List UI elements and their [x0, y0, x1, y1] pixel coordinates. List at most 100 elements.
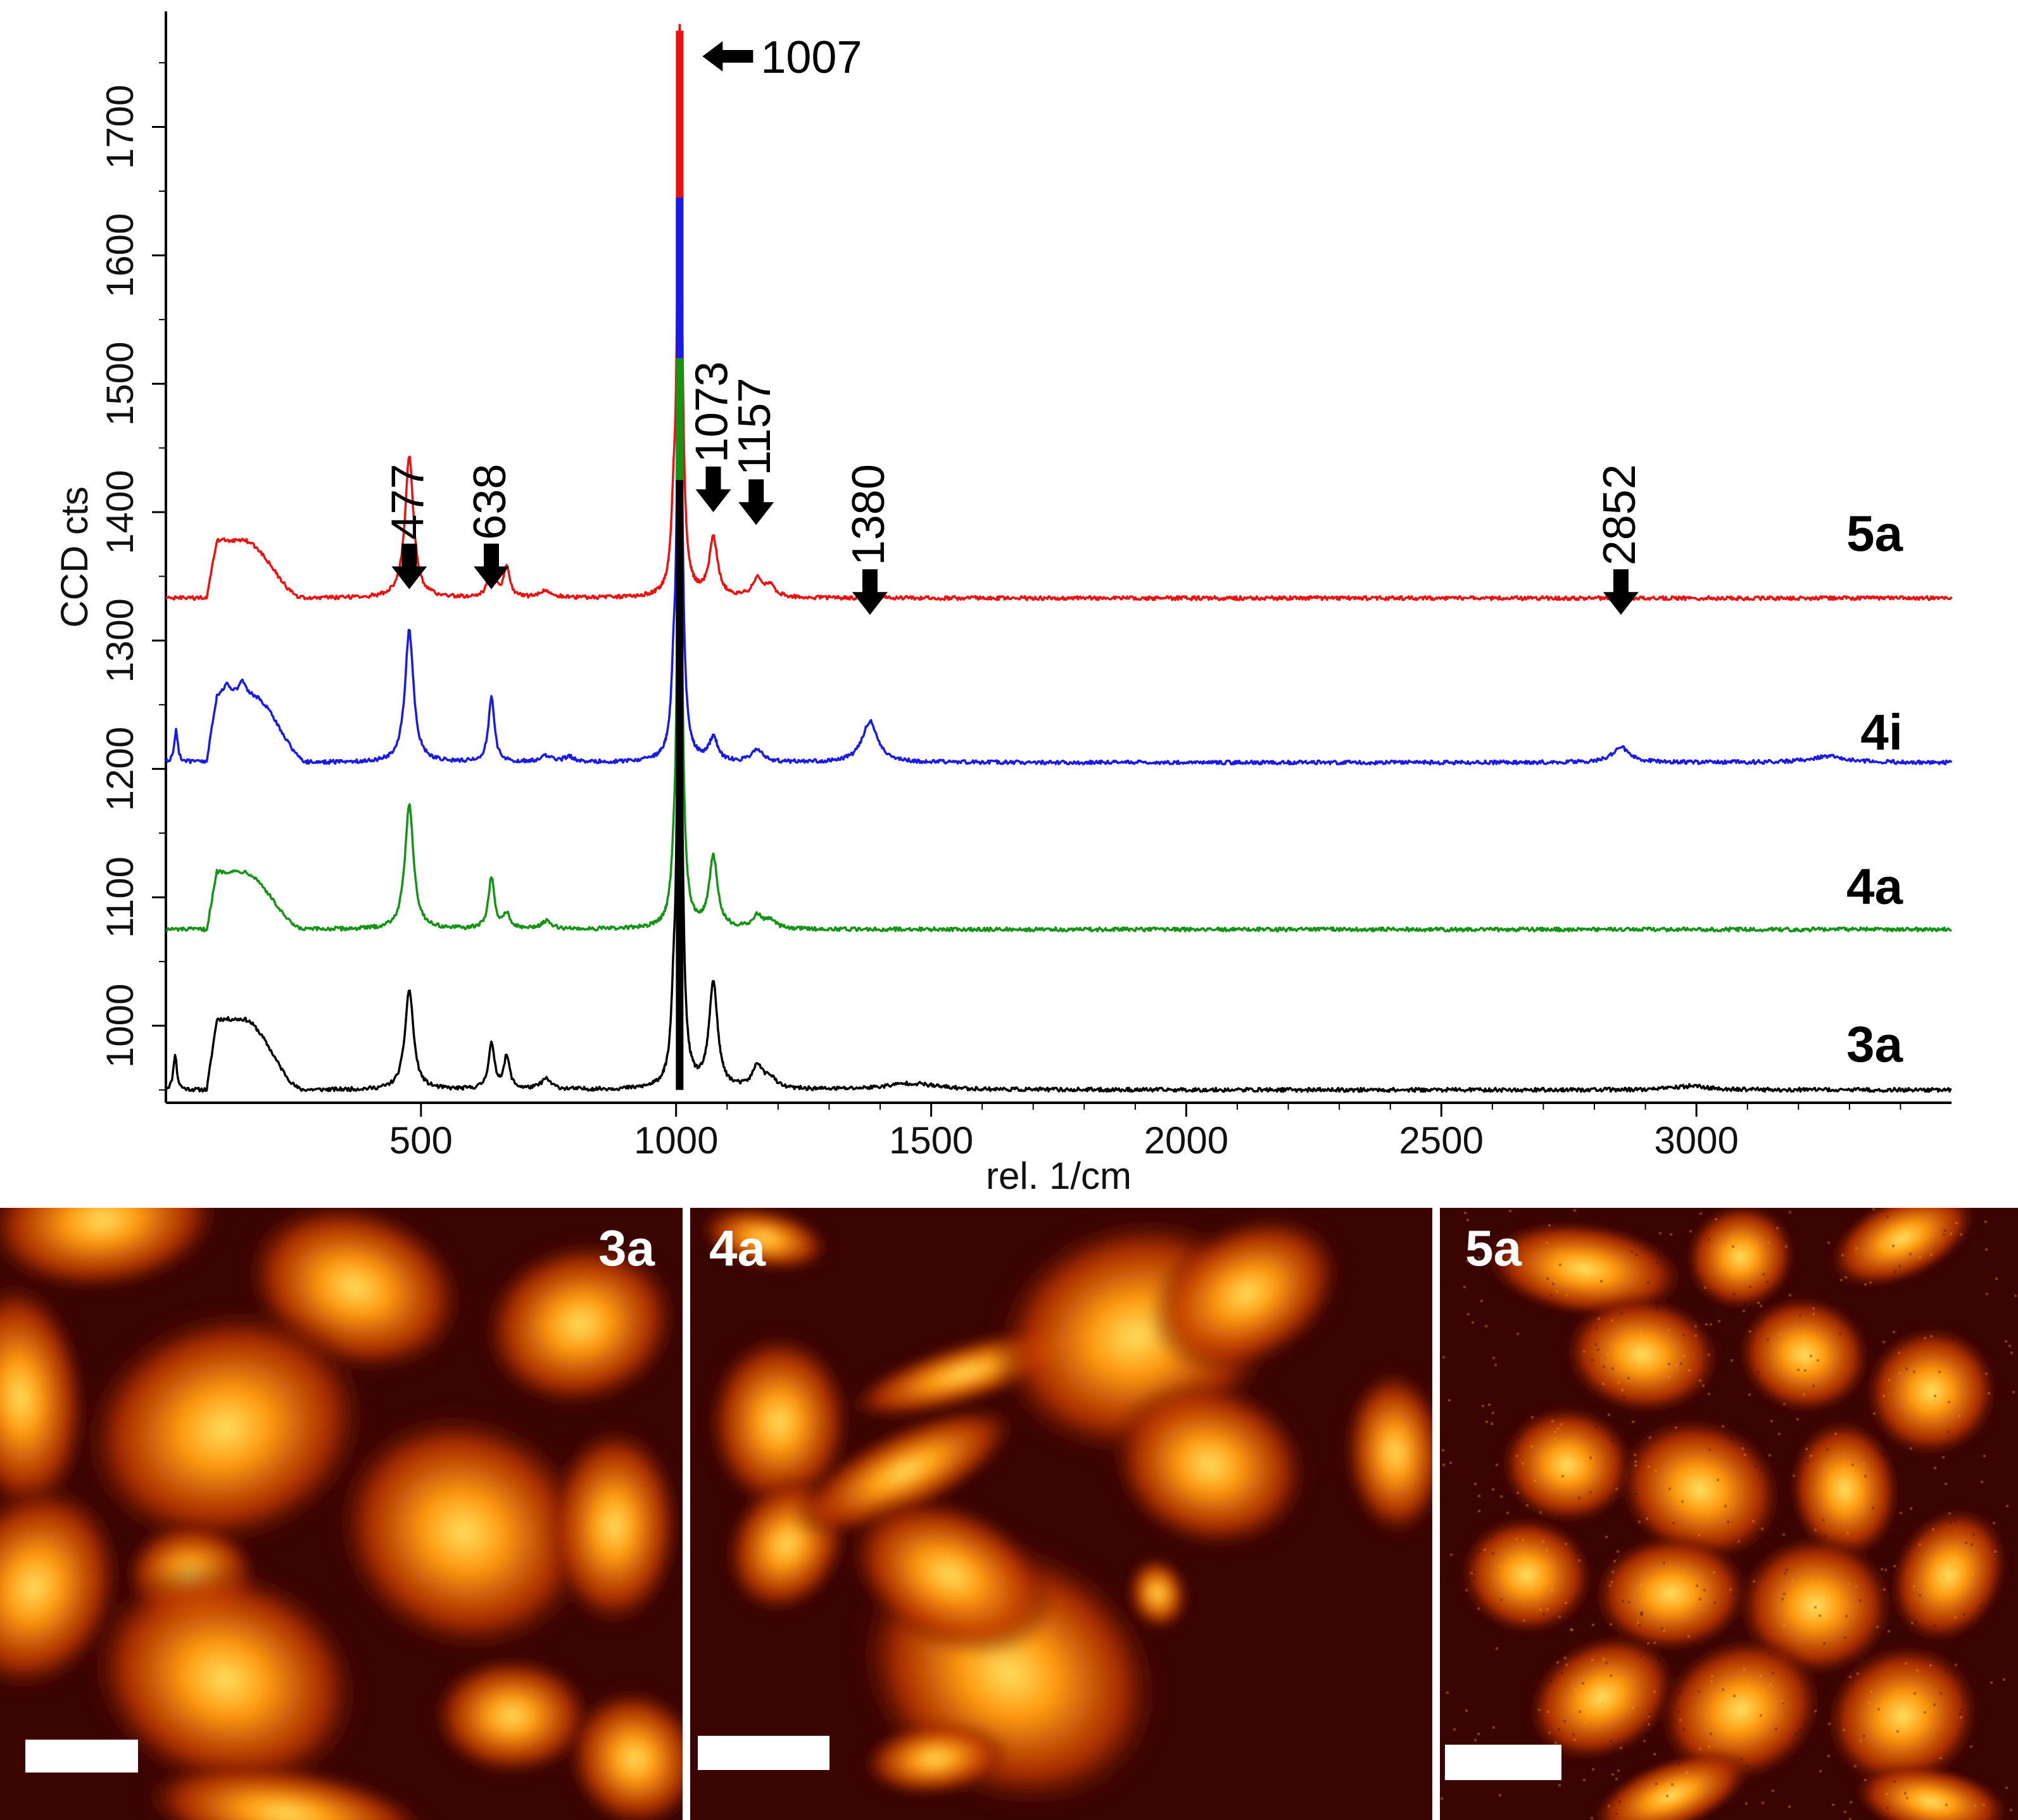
cell-blob	[1786, 1415, 1903, 1563]
speckle	[1465, 1709, 1468, 1712]
speckle	[1960, 1709, 1963, 1711]
peak-1007-3a	[676, 480, 684, 1090]
speckle	[1508, 1234, 1511, 1237]
speckle	[1783, 1593, 1786, 1595]
speckle	[1451, 1639, 1454, 1641]
speckle	[1959, 1712, 1962, 1715]
speckle	[1659, 1232, 1662, 1234]
speckle	[1615, 1812, 1618, 1815]
arrow-icon	[474, 543, 510, 589]
y-tick-label-1000: 1000	[99, 984, 141, 1068]
peak-annotation-1073: 1073	[687, 361, 738, 513]
speckle	[1895, 1324, 1898, 1326]
speckle	[1943, 1576, 1945, 1579]
speckle	[1775, 1728, 1777, 1730]
speckle	[1630, 1250, 1633, 1253]
speckle	[1628, 1417, 1630, 1420]
speckle	[1464, 1212, 1466, 1214]
speckle	[1784, 1572, 1786, 1574]
speckle	[1883, 1588, 1886, 1591]
speckle	[1480, 1485, 1482, 1488]
speckle	[1760, 1674, 1762, 1677]
cell-blob	[1107, 1378, 1313, 1553]
speckle	[1815, 1296, 1818, 1299]
speckle	[1943, 1233, 1945, 1236]
speckle	[1938, 1371, 1941, 1373]
speckle	[1441, 1283, 1443, 1285]
speckle	[1844, 1811, 1846, 1813]
speckle	[1677, 1710, 1680, 1713]
speckle	[1758, 1399, 1761, 1402]
cell-blob	[1127, 1557, 1188, 1630]
x-tick-label-1000: 1000	[634, 1119, 718, 1162]
speckle	[1679, 1690, 1681, 1693]
speckle	[1816, 1242, 1819, 1245]
speckle	[1451, 1224, 1453, 1226]
cell-blob	[137, 1760, 436, 1820]
speckle	[1546, 1241, 1548, 1244]
speckle	[1668, 1376, 1670, 1378]
speckle	[1893, 1331, 1895, 1333]
speckle	[1713, 1571, 1715, 1574]
speckle	[1677, 1763, 1680, 1766]
speckle	[1517, 1333, 1519, 1335]
speckle	[1706, 1406, 1708, 1409]
speckle	[1494, 1364, 1497, 1366]
speckle	[1941, 1277, 1944, 1280]
speckle	[1879, 1568, 1881, 1571]
speckle	[1563, 1720, 1566, 1723]
speckle	[1699, 1379, 1701, 1382]
speckle	[1823, 1642, 1826, 1645]
speckle	[1834, 1433, 1837, 1435]
speckle	[1466, 1219, 1469, 1221]
speckle	[1827, 1755, 1830, 1757]
speckle	[1791, 1579, 1794, 1581]
speckle	[1909, 1253, 1912, 1255]
speckle	[1760, 1714, 1762, 1717]
peak-label-477: 477	[382, 464, 433, 540]
speckle	[1442, 1464, 1445, 1466]
speckle	[1995, 1277, 1998, 1280]
speckle	[1796, 1814, 1798, 1817]
speckle	[1442, 1441, 1445, 1444]
speckle	[1592, 1534, 1594, 1536]
speckle	[1994, 1550, 1996, 1553]
speckle	[1840, 1279, 1843, 1281]
speckle	[1463, 1286, 1466, 1288]
speckle	[1954, 1616, 1957, 1619]
speckle	[1655, 1469, 1657, 1472]
speckle	[1948, 1512, 1951, 1515]
speckle	[2002, 1717, 2004, 1719]
y-tick-label-1200: 1200	[99, 727, 141, 811]
speckle	[1522, 1382, 1525, 1384]
speckle	[1479, 1550, 1481, 1553]
speckle	[1663, 1759, 1666, 1762]
speckle	[1611, 1773, 1614, 1776]
speckle	[1960, 1233, 1962, 1236]
speckle	[1733, 1293, 1736, 1295]
speckle	[1668, 1363, 1670, 1365]
speckle	[1560, 1423, 1563, 1426]
speckle	[1624, 1764, 1626, 1767]
speckle	[1787, 1803, 1789, 1805]
scale-bar-3a	[25, 1740, 138, 1773]
speckle	[1622, 1600, 1624, 1602]
speckle	[2014, 1436, 2017, 1438]
speckle	[1894, 1271, 1896, 1273]
speckle	[1541, 1574, 1544, 1576]
speckle	[1573, 1209, 1576, 1212]
speckle	[1588, 1398, 1591, 1400]
speckle	[1727, 1521, 1729, 1523]
speckle	[1496, 1406, 1499, 1409]
speckle	[1484, 1548, 1486, 1551]
speckle	[1983, 1804, 1985, 1806]
speckle	[1933, 1704, 1936, 1706]
speckle	[1473, 1571, 1476, 1573]
speckle	[2013, 1687, 2015, 1690]
speckle	[1932, 1528, 1934, 1531]
cell-blob	[1343, 1367, 1432, 1539]
speckle	[1750, 1328, 1752, 1331]
speckle	[1965, 1233, 1967, 1236]
speckle	[1855, 1247, 1858, 1250]
speckle	[1653, 1690, 1656, 1693]
